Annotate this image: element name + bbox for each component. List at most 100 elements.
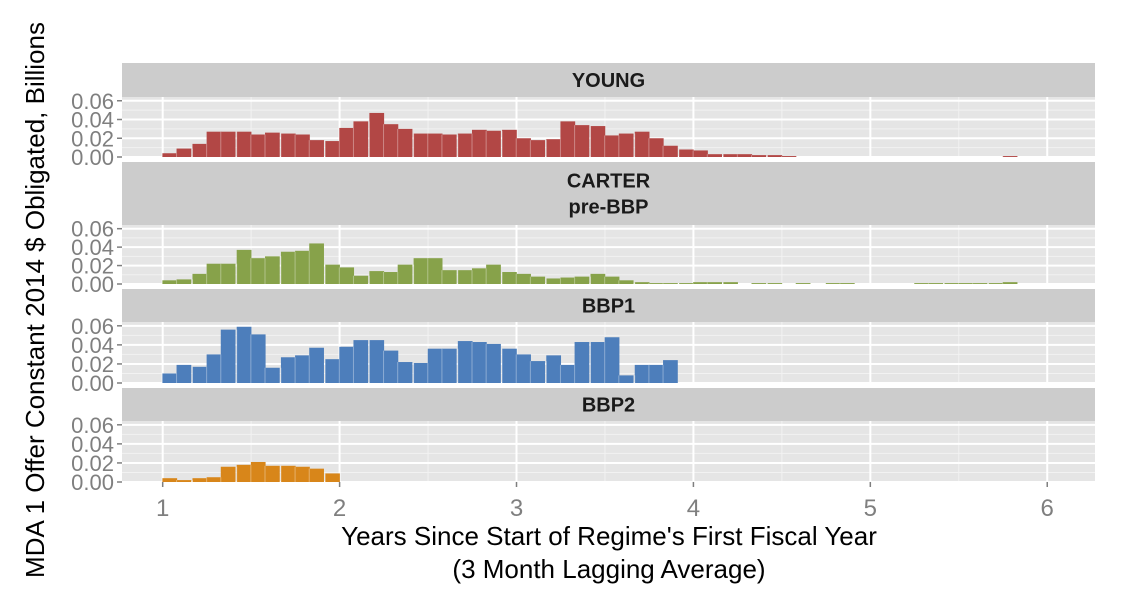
histogram-bar — [693, 282, 708, 284]
y-tick-label: 0.02 — [71, 126, 114, 151]
facet-strip-label: BBP2 — [582, 395, 635, 417]
x-tick-label: 5 — [864, 495, 877, 522]
histogram-bar — [723, 282, 738, 284]
histogram-bar — [280, 133, 296, 157]
panel-0: YOUNG 0.000.020.040.06 — [71, 63, 1095, 170]
y-tick-label: 0.04 — [71, 235, 114, 260]
x-axis: 1 2 3 4 5 6 — [156, 482, 1054, 522]
facet-strip — [122, 289, 1095, 322]
facet-strip — [122, 63, 1095, 97]
histogram-bar — [648, 138, 664, 157]
histogram-bar — [634, 131, 650, 157]
facet-strip — [122, 162, 1095, 225]
histogram-bar — [192, 366, 208, 383]
histogram-bar — [751, 283, 767, 284]
histogram-bar — [574, 276, 590, 284]
x-tick-label: 3 — [510, 495, 523, 522]
histogram-bar — [693, 150, 708, 157]
histogram-bar — [648, 283, 664, 284]
histogram-bar — [206, 131, 222, 157]
histogram-bar — [574, 342, 590, 383]
histogram-bar — [988, 283, 1004, 284]
histogram-bar — [280, 251, 296, 284]
y-tick-label: 0.02 — [71, 451, 114, 476]
histogram-bar — [486, 343, 501, 383]
histogram-bar — [530, 276, 546, 284]
histogram-bar — [176, 364, 192, 383]
histogram-bar — [162, 280, 178, 284]
y-tick-label: 0.06 — [71, 89, 114, 114]
histogram-bar — [162, 373, 178, 383]
histogram-bar — [427, 258, 443, 284]
histogram-bar — [176, 279, 192, 284]
histogram-bar — [383, 350, 399, 383]
histogram-bar — [427, 348, 443, 383]
histogram-bar — [767, 155, 783, 157]
histogram-bar — [220, 466, 236, 482]
histogram-bar — [928, 283, 944, 284]
histogram-bar — [634, 364, 650, 383]
histogram-bar — [825, 283, 841, 284]
histogram-bar — [502, 129, 517, 157]
histogram-bar — [546, 278, 562, 284]
histogram-bar — [471, 342, 487, 383]
histogram-bar — [707, 154, 723, 157]
y-tick-label: 0.04 — [71, 108, 114, 133]
histogram-bar — [663, 283, 678, 284]
histogram-bar — [397, 264, 413, 284]
histogram-bar — [516, 138, 531, 157]
histogram-bar — [265, 256, 280, 284]
y-axis-title: MDA 1 Offer Constant 2014 $ Obligated, B… — [20, 22, 50, 578]
y-tick-label: 0.02 — [71, 254, 114, 279]
histogram-bar — [516, 273, 531, 284]
histogram-bar — [560, 277, 576, 284]
histogram-bar — [795, 283, 811, 284]
histogram-bar — [295, 466, 310, 482]
histogram-bar — [427, 133, 443, 157]
histogram-bar — [441, 348, 457, 383]
facet-strip-label: YOUNG — [572, 70, 645, 92]
histogram-bar — [397, 362, 413, 383]
histogram-bar — [339, 267, 355, 284]
histogram-bar — [309, 468, 324, 482]
histogram-bar — [206, 477, 222, 482]
histogram-bar — [618, 133, 634, 157]
histogram-bar — [176, 480, 192, 482]
histogram-bar — [839, 283, 855, 284]
histogram-bar — [192, 478, 208, 482]
histogram-bar — [1002, 156, 1018, 157]
histogram-bar — [192, 273, 208, 284]
histogram-bar — [413, 362, 429, 383]
facet-strip-label: CARTER — [567, 171, 651, 193]
histogram-bar — [192, 143, 208, 157]
histogram-bar — [280, 465, 296, 482]
histogram-bar — [162, 478, 178, 482]
histogram-bar — [413, 258, 429, 284]
panels-layer: YOUNG0.000.020.040.06CARTERpre-BBP0.000.… — [71, 63, 1095, 495]
histogram-bar — [471, 268, 487, 284]
facet-strip-label: BBP1 — [582, 296, 635, 318]
histogram-bar — [486, 264, 501, 284]
histogram-bar — [1002, 282, 1018, 284]
histogram-bar — [369, 271, 385, 284]
y-tick-label: 0.06 — [71, 314, 114, 339]
histogram-bar — [309, 243, 324, 284]
y-tick-label: 0.06 — [71, 413, 114, 438]
histogram-bar — [530, 140, 546, 157]
histogram-bar — [397, 128, 413, 157]
histogram-bar — [590, 126, 606, 157]
histogram-bar — [604, 337, 620, 383]
histogram-bar — [502, 348, 517, 383]
histogram-bar — [530, 361, 546, 383]
histogram-bar — [707, 282, 723, 284]
histogram-bar — [176, 148, 192, 157]
y-tick-label: 0.00 — [71, 371, 114, 396]
histogram-bar — [250, 258, 266, 284]
histogram-bar — [604, 276, 620, 284]
histogram-bar — [309, 347, 324, 383]
y-tick-label: 0.00 — [71, 272, 114, 297]
histogram-bar — [767, 283, 783, 284]
histogram-bar — [369, 340, 385, 383]
histogram-bar — [914, 283, 929, 284]
histogram-bar — [560, 364, 576, 383]
